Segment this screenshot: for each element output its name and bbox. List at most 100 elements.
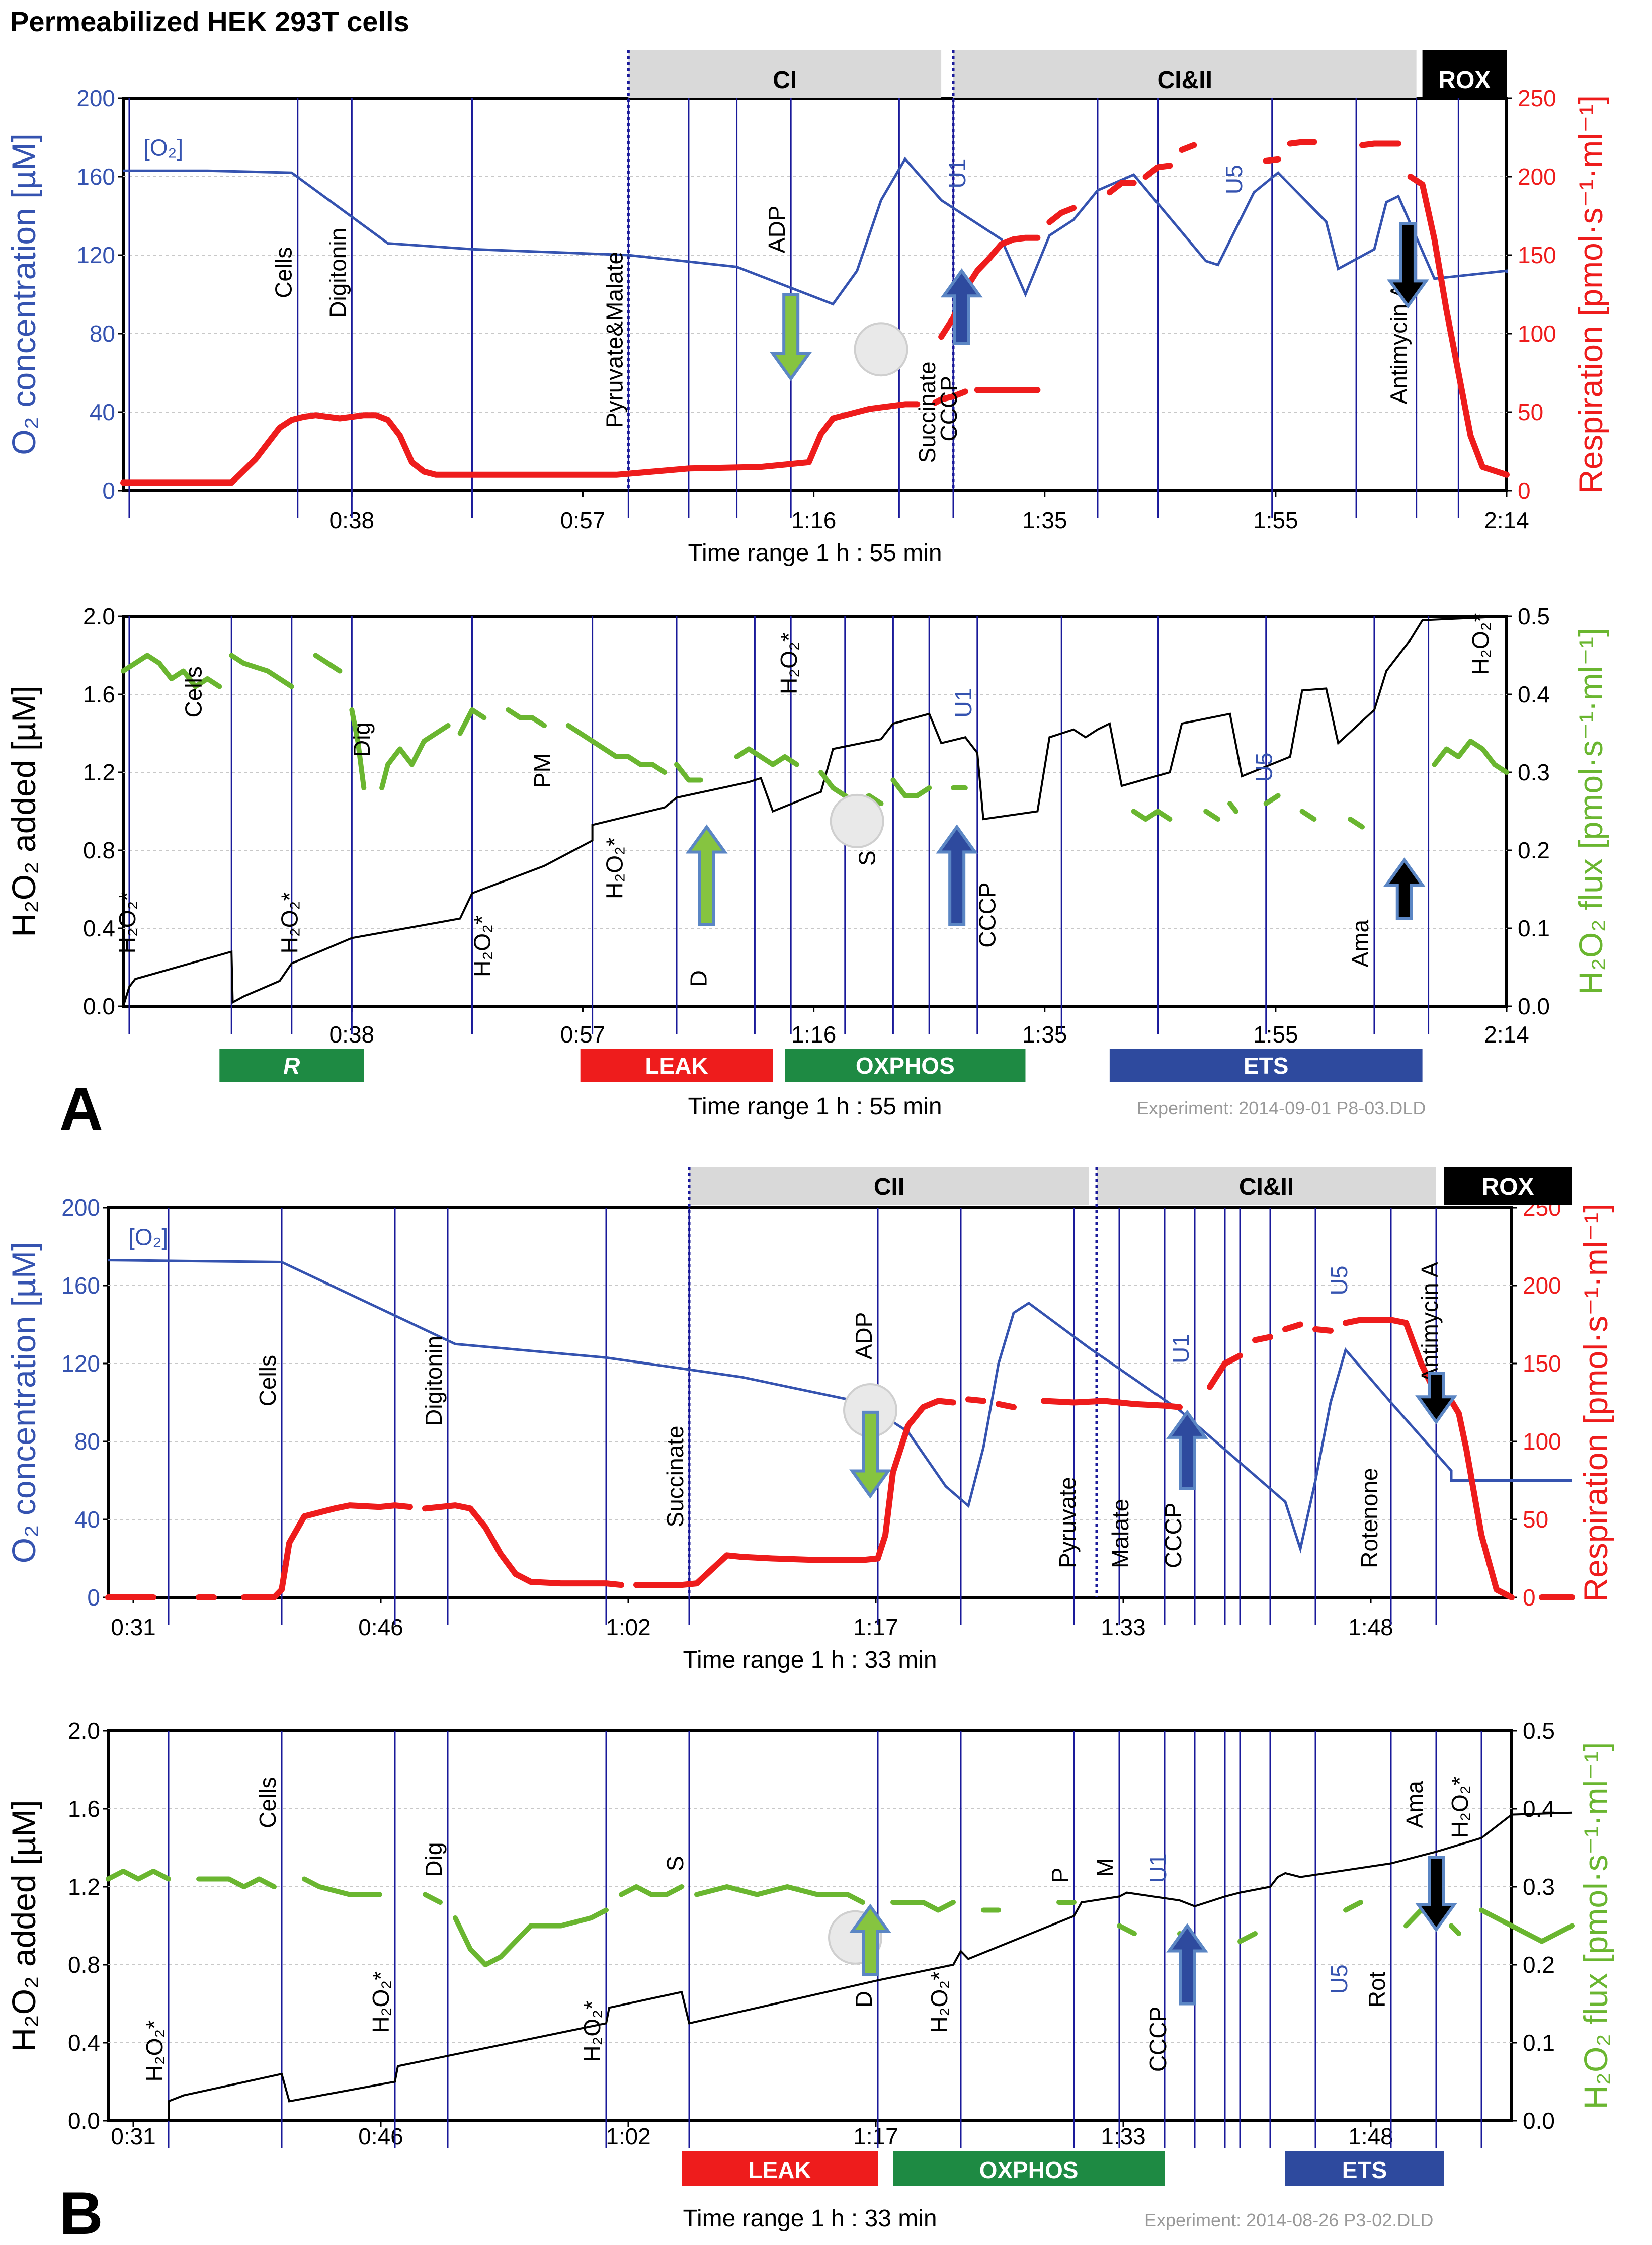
h2o2-flux-line [734, 746, 800, 767]
respiratory-state-bar [1109, 1049, 1423, 1082]
y-left-tick-label: 0.4 [83, 915, 115, 941]
respiration-line [1312, 1326, 1334, 1334]
h2o2-flux-line [1479, 1907, 1575, 1944]
h2o2-flux-line [423, 1892, 443, 1905]
panel-b-h2o2-chart: 0.0 0.0 0.4 0.1 0.8 0.2 1.2 0.3 1.6 0.4 2.0 0.5 0:31… [5, 1718, 1614, 2232]
h2o2-added-line [168, 1811, 1573, 2121]
respiratory-state-label: ETS [1342, 2157, 1387, 2183]
y-left-axis-label: O₂ concentration [µM] [5, 1242, 42, 1564]
h2o2-flux-line [1449, 1923, 1461, 1936]
y-right-tick-label: 0.3 [1523, 1874, 1555, 1900]
respiratory-state-bar [682, 2151, 878, 2186]
event-annotation: Cells [255, 1777, 281, 1828]
respiratory-state-bar [1285, 2151, 1444, 2186]
h2o2-flux-line [674, 762, 703, 783]
event-annotation: CCCP [1145, 2007, 1171, 2072]
time-range-label: Time range 1 h : 33 min [683, 1647, 937, 1673]
h2o2-flux-line [106, 1869, 171, 1882]
respiration-line [1142, 163, 1173, 180]
time-range-label: Time range 1 h : 33 min [683, 2205, 937, 2232]
event-annotation: H₂O₂* [469, 915, 495, 977]
h2o2-flux-line [1131, 809, 1173, 822]
x-tick-label: 1:35 [1022, 1021, 1067, 1048]
y-right-tick-label: 100 [1523, 1428, 1561, 1455]
green-titration-arrow [685, 824, 728, 926]
y-left-tick-label: 200 [61, 1194, 100, 1221]
black-titration-arrow [1415, 1372, 1457, 1425]
respiration-line [1263, 156, 1281, 164]
complex-band [953, 50, 1417, 98]
y-right-tick-label: 0.2 [1523, 1952, 1555, 1978]
h2o2-flux-line [379, 723, 451, 790]
h2o2-flux-line [1432, 739, 1509, 775]
respiratory-state-bar [785, 1049, 1026, 1082]
experiment-label: Experiment: 2014-09-01 P8-03.DLD [1137, 1098, 1426, 1118]
green-titration-arrow [770, 293, 812, 381]
h2o2-flux-line [229, 653, 294, 689]
h2o2-flux-line [890, 1900, 956, 1913]
y-left-axis-label: H₂O₂ added [µM] [5, 685, 42, 937]
y-right-tick-label: 0.2 [1518, 837, 1550, 863]
x-tick-label: 1:02 [606, 1614, 651, 1640]
blue-titration-arrow [1166, 1409, 1208, 1490]
black-titration-arrow [1387, 222, 1429, 309]
event-annotation: H₂O₂* [114, 892, 140, 954]
o2-concentration-line [108, 1259, 1572, 1554]
x-tick-label: 0:46 [358, 1614, 403, 1640]
event-annotation: S [854, 850, 880, 866]
h2o2-flux-line [1299, 809, 1317, 822]
panel-label-a: A [59, 1075, 103, 1143]
respiration-line [422, 1502, 624, 1588]
y-left-tick-label: 1.2 [83, 759, 115, 785]
event-annotation: H₂O₂* [141, 2020, 168, 2082]
y-right-tick-label: 0.3 [1518, 759, 1550, 785]
respiration-line [1287, 139, 1317, 147]
y-left-tick-label: 2.0 [83, 603, 115, 629]
y-left-tick-label: 160 [76, 164, 115, 190]
event-annotation: PM [529, 753, 555, 788]
y-right-tick-label: 200 [1518, 164, 1556, 190]
complex-band [628, 50, 942, 98]
event-annotation: Malate [1107, 1499, 1133, 1568]
respiratory-state-bar [893, 2151, 1165, 2186]
respiration-line [1179, 142, 1197, 153]
y-left-tick-label: 0.8 [68, 1952, 100, 1978]
y-right-axis-label: Respiration [pmol·s⁻¹·ml⁻¹] [1577, 1203, 1614, 1601]
event-annotation: M [1092, 1858, 1118, 1877]
event-annotation: P [1047, 1868, 1073, 1883]
event-annotation: Digitonin [421, 1336, 447, 1426]
event-annotation: CCCP [974, 882, 1001, 947]
respiration-line [1252, 1334, 1273, 1343]
event-annotation: H₂O₂* [368, 1971, 394, 2033]
y-right-tick-label: 0.4 [1518, 681, 1550, 707]
x-tick-label: 1:33 [1101, 2123, 1146, 2149]
y-right-tick-label: 150 [1518, 242, 1556, 268]
h2o2-flux-line [1227, 801, 1238, 814]
y-left-tick-label: 1.6 [83, 681, 115, 707]
respiration-line [996, 1401, 1017, 1410]
y-left-tick-label: 0.4 [68, 2030, 100, 2056]
y-left-tick-label: 160 [61, 1272, 100, 1299]
o2-concentration-line [123, 156, 1508, 306]
respiration-line [1046, 205, 1077, 225]
x-tick-label: 1:35 [1022, 507, 1067, 533]
event-annotation: U1 [1145, 1853, 1171, 1883]
y-right-axis-label: H₂O₂ flux [pmol·s⁻¹·ml⁻¹] [1572, 628, 1609, 995]
x-tick-label: 1:48 [1348, 2123, 1393, 2149]
y-right-tick-label: 0.5 [1518, 603, 1550, 629]
y-left-tick-label: 1.2 [68, 1874, 100, 1900]
respiration-line [1282, 1321, 1303, 1332]
event-annotation: H₂O₂* [277, 892, 303, 954]
y-left-axis-label: H₂O₂ added [µM] [5, 1800, 42, 2051]
h2o2-flux-line [1348, 817, 1365, 830]
x-tick-label: 0:57 [560, 1021, 606, 1048]
y-left-tick-label: 2.0 [68, 1718, 100, 1744]
blue-titration-arrow [936, 824, 978, 926]
event-annotation: Succinate [662, 1425, 688, 1527]
panel-label-b: B [59, 2180, 103, 2245]
x-tick-label: 0:31 [111, 2123, 156, 2149]
event-annotation: U1 [944, 159, 970, 189]
h2o2-flux-line [694, 1884, 865, 1905]
